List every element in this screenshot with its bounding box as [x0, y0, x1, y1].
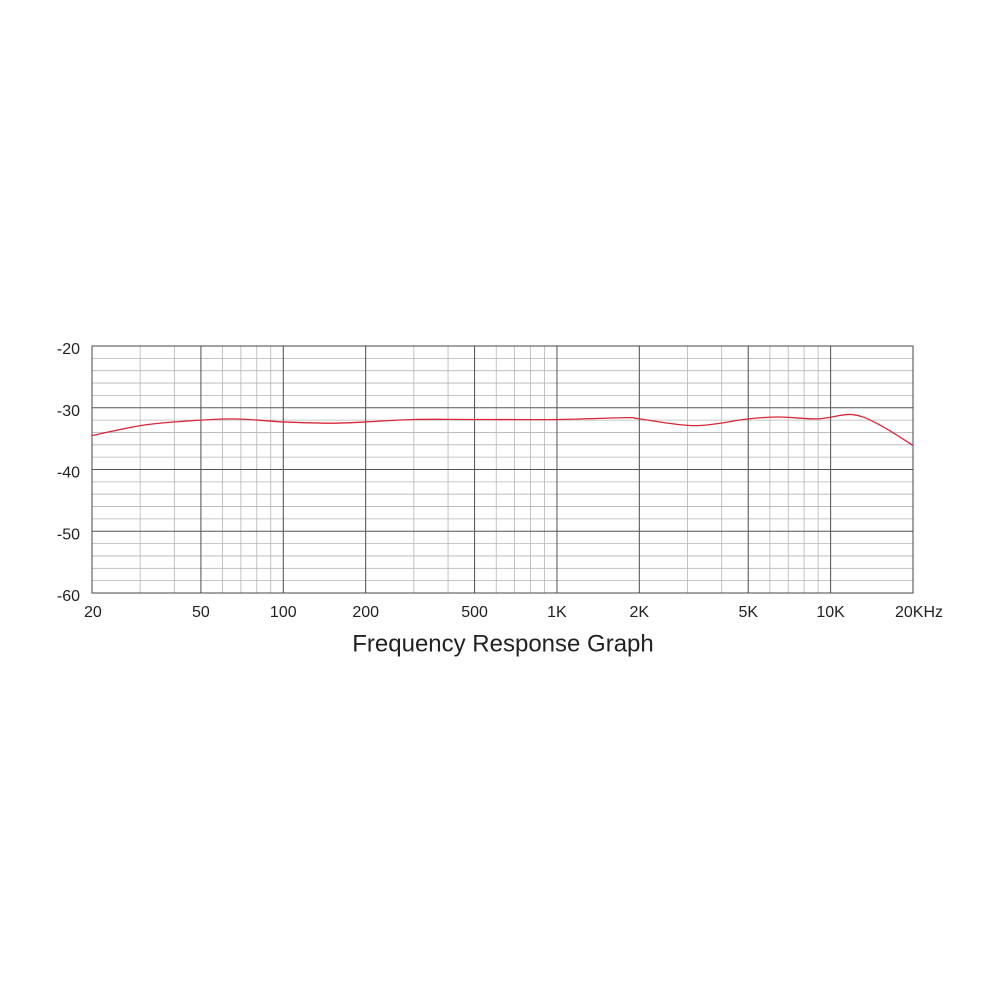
y-tick-label: -30 — [57, 403, 80, 420]
response-line — [91, 413, 914, 446]
x-tick-label: 20 — [84, 604, 102, 621]
y-tick-label: -60 — [57, 588, 80, 605]
x-tick-label: 10K — [816, 604, 845, 621]
x-tick-label: 200 — [352, 604, 379, 621]
x-tick-label: 1K — [547, 604, 567, 621]
y-tick-label: -50 — [57, 526, 80, 543]
x-tick-label: 5K — [738, 604, 758, 621]
y-tick-label: -40 — [57, 465, 80, 482]
plot-frame — [91, 345, 914, 594]
x-tick-label: 50 — [192, 604, 210, 621]
x-tick-label: 100 — [270, 604, 297, 621]
y-tick-label: -20 — [57, 341, 80, 358]
x-tick-label: 20KHz — [895, 604, 943, 621]
x-tick-label: 500 — [461, 604, 488, 621]
chart-title: Frequency Response Graph — [352, 630, 654, 657]
x-tick-label: 2K — [630, 604, 650, 621]
